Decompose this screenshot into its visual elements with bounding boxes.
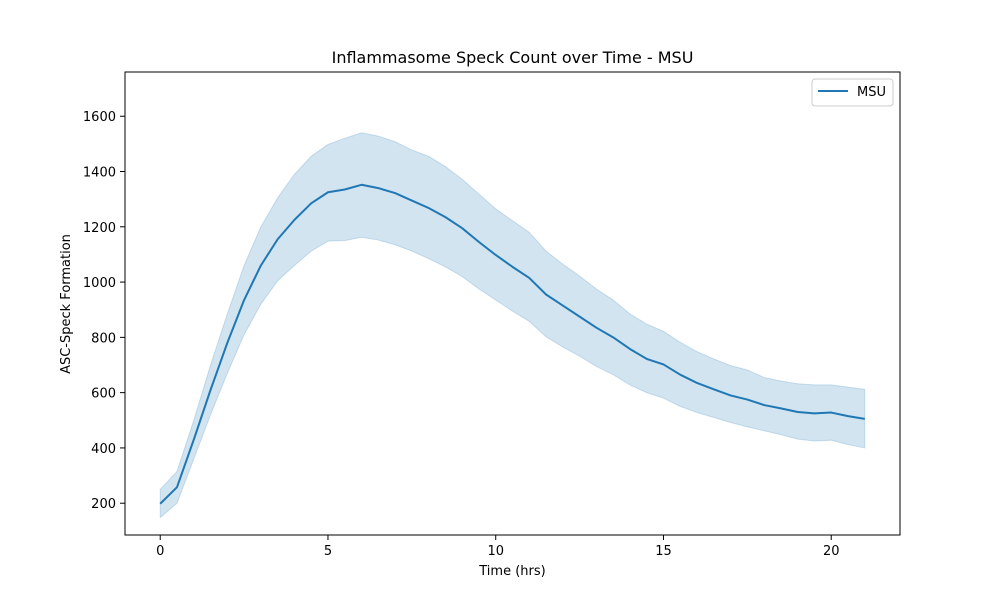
y-tick-label: 800: [91, 331, 116, 346]
confidence-band-0: [159, 132, 866, 519]
y-tick-label: 1200: [83, 221, 116, 236]
plot-frame: [124, 71, 901, 536]
series-line-layer: [159, 183, 865, 505]
y-tick-label: 1400: [83, 166, 116, 181]
y-tick-label: 1000: [83, 276, 116, 291]
y-tick-label: 1600: [83, 110, 116, 125]
legend-entry-msu: MSU: [857, 85, 886, 100]
x-tick-label: 0: [156, 544, 164, 559]
axes: 0 5 10 15 20 200 400 600 800 1000 1200 1400 1600: [83, 71, 901, 559]
confidence-band-layer: [159, 132, 866, 519]
x-tick-label: 5: [324, 544, 332, 559]
legend-frame: [811, 78, 894, 107]
x-tick-label: 20: [823, 544, 840, 559]
x-tick-label: 15: [655, 544, 672, 559]
chart-title: Inflammasome Speck Count over Time - MSU: [332, 48, 694, 67]
series-line-msu: [159, 183, 865, 505]
y-tick-label: 200: [91, 497, 116, 512]
y-tick-label: 400: [91, 442, 116, 457]
x-tick-label: 10: [487, 544, 504, 559]
y-tick-label: 600: [91, 387, 116, 402]
x-axis-label: Time (hrs): [478, 564, 545, 579]
legend: MSU: [811, 78, 894, 107]
y-axis-label: ASC-Speck Formation: [59, 234, 74, 374]
